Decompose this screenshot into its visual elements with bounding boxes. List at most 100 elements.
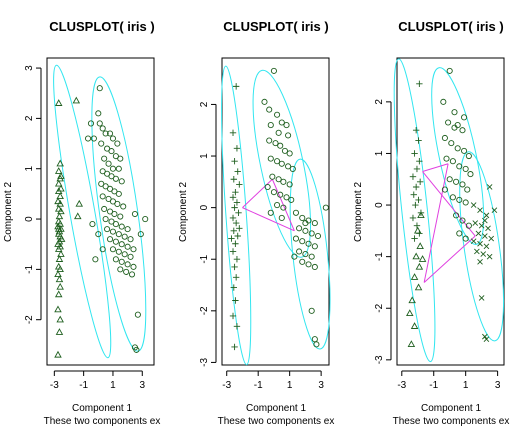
data-point-circle [118, 241, 125, 248]
y-tick-label: -1 [199, 254, 210, 263]
data-point-plus [229, 248, 237, 255]
data-point-plus [232, 274, 240, 281]
data-point-circle [453, 178, 460, 185]
data-point-circle [296, 225, 303, 232]
data-point-triangle [54, 350, 62, 358]
cluster-ellipse-2 [431, 67, 485, 245]
panel-3-title: CLUSPLOT( iris ) [398, 19, 503, 34]
data-point-circle [109, 246, 117, 253]
data-point-circle [451, 124, 458, 131]
data-point-circle [278, 119, 285, 126]
data-point-circle [270, 189, 277, 196]
data-point-circle [465, 222, 472, 229]
panel-3-points [406, 67, 498, 348]
data-point-circle [115, 231, 122, 238]
y-tick-label: -3 [199, 358, 210, 367]
data-point-circle [311, 220, 318, 227]
data-point-circle [95, 231, 102, 238]
y-tick-label: -1 [374, 252, 385, 261]
data-point-plus [229, 214, 237, 222]
data-point-circle [118, 178, 125, 185]
data-point-circle [124, 261, 131, 268]
panel-3-ellipses [393, 58, 505, 363]
y-tick-label: 2 [199, 101, 210, 107]
data-point-circle [462, 235, 469, 242]
data-point-circle [98, 140, 105, 147]
panel-2-links [242, 178, 295, 232]
data-point-x [478, 295, 485, 301]
data-point-plus [232, 297, 239, 304]
data-point-circle [462, 165, 469, 172]
data-point-plus [232, 219, 240, 227]
data-point-circle [461, 114, 468, 121]
panel-1-plot-frame [46, 57, 155, 366]
data-point-triangle [415, 262, 424, 270]
data-point-circle [106, 185, 114, 192]
data-point-circle [118, 258, 125, 265]
data-point-circle [109, 228, 117, 235]
data-point-circle [108, 173, 115, 180]
data-point-circle [448, 140, 455, 147]
panel-2-subtitle: These two components ex [218, 416, 335, 427]
data-point-plus [232, 83, 240, 90]
data-point-circle [99, 193, 106, 200]
cluster-link-line-1 [422, 163, 449, 172]
data-point-x [482, 233, 488, 239]
data-point-plus [412, 201, 419, 209]
x-tick-label: 1 [463, 380, 469, 391]
data-point-circle [133, 346, 140, 353]
data-point-circle [87, 120, 95, 127]
data-point-circle [274, 202, 281, 209]
data-point-circle [275, 176, 282, 183]
data-point-triangle [54, 204, 63, 212]
cluster-link-line-1 [242, 178, 273, 208]
data-point-circle [280, 178, 287, 185]
y-tick-label: 2 [374, 99, 385, 105]
data-point-triangle [75, 199, 84, 207]
data-point-circle [99, 168, 106, 175]
panel-2-points [228, 67, 329, 351]
cluster-ellipse-1 [393, 58, 436, 363]
panel-3-y-ticks: -3 -2 -1 0 1 2 [374, 99, 392, 364]
data-point-triangle [54, 167, 63, 174]
data-point-plus [412, 183, 420, 191]
data-point-plus [233, 199, 241, 206]
data-point-circle [130, 246, 137, 253]
clusplot-panel-3: CLUSPLOT( iris ) -3 -1 1 3 -3 -2 -1 0 1 2 Compon… [353, 19, 509, 427]
data-point-plus [229, 312, 237, 320]
data-point-triangle [57, 207, 65, 215]
data-point-plus [413, 165, 421, 173]
data-point-triangle [407, 340, 416, 348]
data-point-circle [123, 268, 130, 275]
data-point-circle [124, 226, 131, 233]
data-point-circle [283, 122, 290, 129]
cluster-link-line-2 [242, 207, 295, 232]
data-point-circle [105, 160, 112, 167]
data-point-triangle [54, 290, 63, 298]
data-point-circle [459, 181, 466, 188]
data-point-x [477, 258, 483, 265]
data-point-circle [117, 213, 124, 220]
data-point-circle [115, 248, 122, 255]
data-point-circle [128, 271, 136, 278]
x-tick-label: -3 [50, 380, 59, 391]
data-point-circle [127, 236, 134, 243]
data-point-plus [235, 209, 242, 216]
data-point-x [470, 202, 477, 208]
data-point-circle [266, 106, 273, 113]
data-point-circle [459, 217, 466, 224]
panel-2-y-ticks: -3 -2 -1 0 1 2 [199, 101, 217, 367]
data-point-circle [289, 165, 296, 172]
data-point-circle [124, 243, 131, 250]
data-point-triangle [56, 199, 64, 207]
data-point-triangle [56, 159, 64, 167]
data-point-circle [96, 120, 103, 127]
data-point-circle [102, 215, 109, 223]
data-point-circle [111, 210, 118, 218]
data-point-circle [456, 196, 463, 203]
data-point-circle [84, 135, 92, 142]
data-point-triangle [54, 270, 62, 278]
data-point-circle [115, 165, 122, 172]
data-point-circle [266, 137, 273, 144]
data-point-circle [121, 233, 128, 240]
